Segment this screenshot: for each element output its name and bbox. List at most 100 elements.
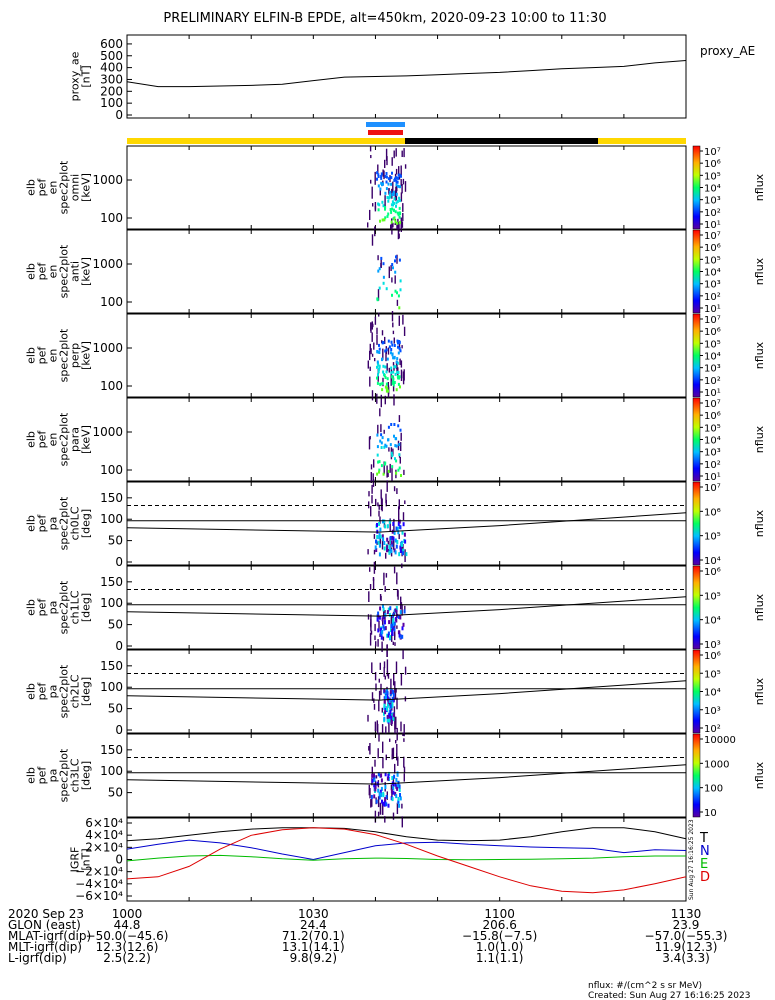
spectrogram-cell: [383, 541, 386, 545]
spectrogram-cell: [380, 683, 382, 696]
y-axis-label: proxy_ae: [69, 51, 82, 101]
spectrogram-cell: [382, 617, 384, 626]
spectrogram-cell: [370, 348, 372, 355]
y-axis-label: spec2plot: [58, 412, 71, 466]
y-axis-label: pa: [47, 769, 60, 783]
colorbar-tick-label: 10⁴: [704, 268, 721, 279]
spectrogram-cell: [374, 721, 377, 732]
y-axis-label: elb: [25, 767, 38, 784]
y-axis-label: elb: [25, 683, 38, 700]
spectrogram-cell: [367, 549, 369, 555]
spectrogram-cell: [378, 366, 381, 370]
spectrogram-cell: [393, 673, 395, 686]
spectrogram-cell: [393, 486, 396, 492]
y-axis-label: pef: [36, 514, 49, 533]
spectrogram-cell: [397, 796, 400, 801]
spectrogram-cell: [400, 165, 402, 178]
spectrogram-cell: [385, 389, 388, 393]
spectrogram-cell: [402, 213, 404, 222]
spectrogram-cell: [381, 498, 383, 512]
y-axis-label: [nT]: [80, 848, 93, 870]
spectrogram-cell: [383, 170, 385, 180]
spectrogram-cell: [378, 732, 380, 742]
colorbar-tick-label: 10¹: [704, 304, 721, 315]
status-bar-black: [405, 138, 598, 144]
spectrogram-cell: [396, 802, 399, 814]
spectrogram-cell: [390, 423, 393, 426]
spectrogram-cell: [385, 172, 388, 175]
spectrogram-cell: [397, 351, 400, 355]
spectrogram-cell: [383, 661, 386, 669]
y-axis-label: pa: [47, 601, 60, 615]
spectrogram-cell: [392, 786, 395, 791]
spectrogram-cell: [376, 297, 379, 301]
spectrogram-cell: [390, 210, 393, 214]
spectrogram-cell: [404, 605, 406, 610]
spectrogram-cell: [388, 715, 391, 720]
spectrogram-cell: [404, 500, 406, 504]
y-tick-label: −6×10⁴: [75, 889, 123, 903]
spectrogram-cell: [395, 176, 398, 180]
colorbar-tick-label: 10⁶: [704, 243, 721, 254]
spectrogram-cell: [367, 360, 369, 369]
ephemeris-value: −15.8(−7.5): [462, 929, 537, 943]
spectrogram-cell: [386, 196, 389, 199]
spectrogram-cell: [401, 544, 403, 557]
spectrogram-cell: [379, 536, 381, 548]
spectrogram-cell: [378, 700, 380, 712]
spectrogram-cell: [378, 203, 381, 207]
spectrogram-cell: [378, 543, 381, 548]
loss-cone-line: [126, 680, 687, 701]
spectrogram-cell: [389, 738, 391, 742]
spectrogram-cell: [384, 710, 387, 715]
spectrogram-cell: [387, 389, 389, 393]
spectrogram-cell: [398, 166, 400, 177]
spectrogram-cell: [376, 376, 378, 380]
colorbar: [692, 649, 701, 734]
y-axis-label: spec2plot: [58, 244, 71, 298]
spectrogram-cell: [383, 688, 386, 693]
spectrogram-cell: [402, 371, 405, 379]
y-tick-label: 150: [100, 743, 123, 757]
spectrogram-cell: [392, 622, 395, 627]
spectrogram-cell: [389, 635, 391, 640]
spectrogram-cell: [401, 634, 404, 639]
colorbar-tick-label: 10⁴: [704, 616, 721, 627]
spectrogram-cell: [393, 706, 396, 718]
spectrogram-cell: [373, 794, 376, 799]
spectrogram-cell: [378, 791, 381, 796]
y-axis-label: [deg]: [80, 509, 93, 538]
spectrogram-cell: [377, 639, 379, 647]
colorbar-tick-label: 10⁵: [704, 423, 721, 434]
spectrogram-cell: [372, 203, 374, 207]
y-tick-label: 1000: [92, 173, 123, 187]
y-tick-label: 100: [100, 295, 123, 309]
spectrogram-cell: [392, 618, 395, 622]
spectrogram-cell: [403, 766, 406, 773]
spectrogram-cell: [393, 538, 395, 550]
spectrogram-cell: [378, 620, 380, 632]
spectrogram-cell: [394, 782, 397, 787]
spectrogram-cell: [395, 544, 398, 549]
spectrogram-cell: [382, 636, 385, 641]
spectrogram-cell: [396, 370, 399, 374]
spectrogram-cell: [403, 148, 405, 158]
ephemeris-row-label: MLT-igrf(dip): [8, 940, 82, 954]
y-axis-label: elb: [25, 263, 38, 280]
spectrogram-cell: [384, 365, 387, 369]
spectrogram-cell: [394, 629, 396, 641]
spectrogram-cell: [404, 549, 406, 562]
loss-cone-line: [126, 764, 687, 785]
spectrogram-cell: [401, 530, 404, 535]
spectrogram-cell: [398, 258, 401, 262]
spectrogram-cell: [398, 306, 401, 310]
y-axis-label: en: [47, 181, 60, 195]
spectrogram-cell: [396, 697, 398, 710]
spectrogram-cell: [383, 462, 386, 466]
y-tick-label: 100: [100, 379, 123, 393]
spectrogram-cell: [391, 454, 394, 458]
panel-frame: [126, 229, 687, 314]
legend-n: N: [700, 844, 710, 859]
spectrogram-cell: [376, 360, 379, 364]
spectrogram-cell: [374, 759, 376, 767]
